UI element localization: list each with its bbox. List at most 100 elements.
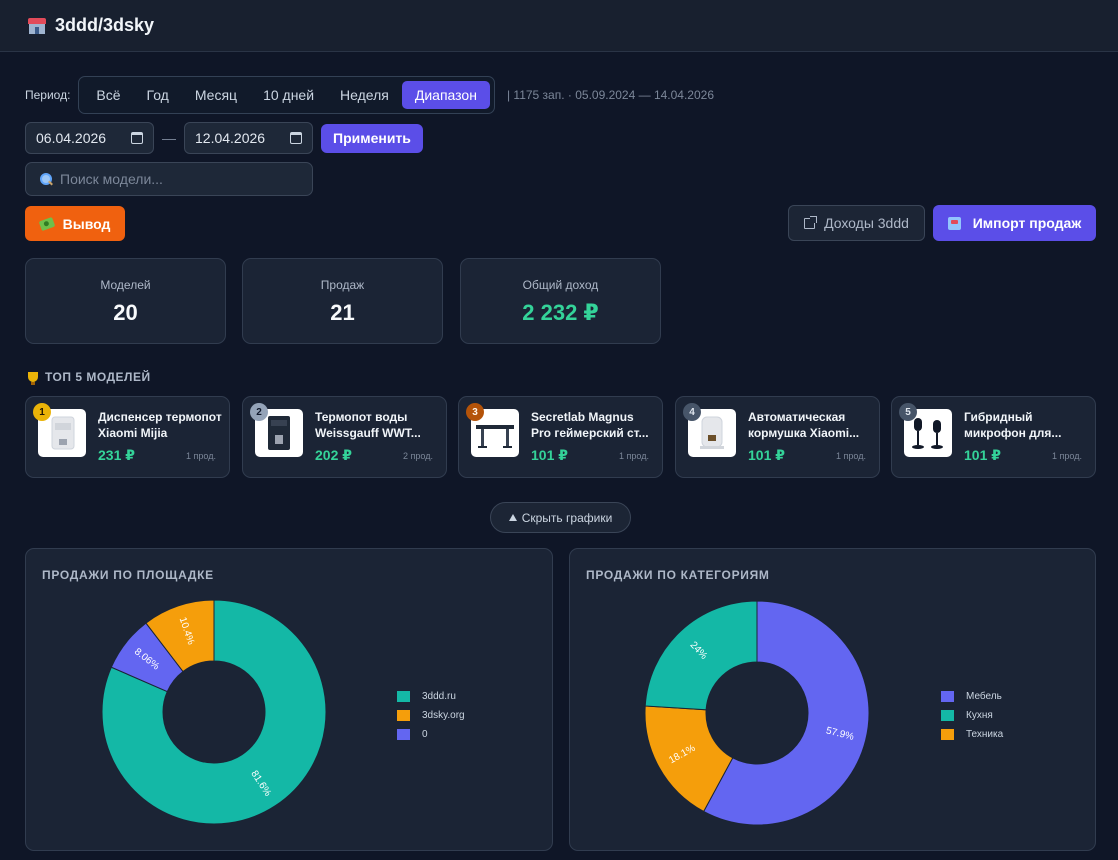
legend-item[interactable]: Техника [941,725,1003,744]
microphone-icon [912,418,943,449]
external-link-icon [804,215,818,229]
stat-card-models: Моделей 20 [25,258,226,344]
range-separator: — [162,130,176,146]
period-segmented-control: Всё Год Месяц 10 дней Неделя Диапазон [78,76,495,114]
period-option-year[interactable]: Год [146,87,169,103]
legend-label: 3ddd.ru [422,691,456,702]
triangle-up-icon [508,514,517,521]
period-option-range[interactable]: Диапазон [401,81,490,109]
legend-label: Мебель [966,691,1002,702]
stat-value: 21 [330,300,355,325]
search-input[interactable] [60,171,300,187]
model-name: Гибридный микрофон для... [964,410,1062,440]
legend-item[interactable]: Мебель [941,687,1003,706]
stat-card-total-income: Общий доход 2 232 ₽ [460,258,661,344]
chart-legend: 3ddd.ru 3dsky.org 0 [397,687,465,744]
water-boiler-icon [268,416,290,450]
top-model-card[interactable]: 3 Secretlab Magnus Pro геймерский ст... … [458,396,663,478]
rank-badge: 2 [250,403,268,421]
dispenser-icon [51,416,75,450]
money-icon [38,216,55,231]
stat-label: Продаж [320,278,365,292]
store-icon [28,17,46,34]
stat-label: Моделей [100,278,151,292]
date-from-value: 06.04.2026 [36,130,107,146]
model-price: 202 ₽ [315,447,352,463]
chart-card-platform: ПРОДАЖИ ПО ПЛОЩАДКЕ 81.6% 8.06% 10.4% 3ddd… [25,548,553,851]
model-search[interactable] [25,162,313,196]
legend-item[interactable]: Кухня [941,706,1003,725]
period-option-10days[interactable]: 10 дней [263,87,315,103]
date-range: 06.04.2026 — 12.04.2026 Применить [25,122,423,154]
model-sales-count: 1 прод. [186,451,216,461]
top-model-card[interactable]: 2 Термопот воды Weissgauff WWT... 202 ₽ … [242,396,447,478]
model-sales-count: 1 прод. [836,451,866,461]
legend-item[interactable]: 3dsky.org [397,706,465,725]
model-price: 231 ₽ [98,447,135,463]
model-thumbnail [38,409,86,457]
chart-card-category: ПРОДАЖИ ПО КАТЕГОРИЯМ 57.9% 18.1% 24% Мебе… [569,548,1096,851]
legend-swatch [941,691,954,702]
chart-title: ПРОДАЖИ ПО ПЛОЩАДКЕ [42,568,214,582]
search-icon [40,173,52,185]
pie-slice-Техника[interactable] [644,705,734,813]
model-name: Secretlab Magnus Pro геймерский ст... [531,410,649,440]
rank-badge: 4 [683,403,701,421]
date-to-value: 12.04.2026 [195,130,266,146]
legend-item[interactable]: 3ddd.ru [397,687,465,706]
pet-feeder-icon [700,416,724,449]
top-model-card[interactable]: 4 Автоматическая кормушка Xiaomi... 101 … [675,396,880,478]
withdraw-button[interactable]: Вывод [25,206,125,241]
model-name: Диспенсер термопот Xiaomi Mijia [98,410,222,440]
model-sales-count: 1 прод. [1052,451,1082,461]
apply-button[interactable]: Применить [321,123,423,153]
hide-charts-label: Скрыть графики [521,510,613,525]
stat-value: 2 232 ₽ [522,300,599,325]
import-label: Импорт продаж [972,215,1082,231]
stat-card-sales: Продаж 21 [242,258,443,344]
legend-swatch [941,729,954,740]
stat-label: Общий доход [522,278,599,292]
model-price: 101 ₽ [964,447,1001,463]
pie-slice-3ddd.ru[interactable] [101,599,327,825]
model-name: Автоматическая кормушка Xiaomi... [748,410,860,440]
chart-title: ПРОДАЖИ ПО КАТЕГОРИЯМ [586,568,770,582]
date-from-input[interactable]: 06.04.2026 [25,122,154,154]
legend-label: Кухня [966,710,993,721]
calendar-icon[interactable] [131,132,143,144]
pie-slice-Кухня[interactable] [644,600,758,711]
top-models-heading: ТОП 5 МОДЕЛЕЙ [28,370,151,385]
legend-swatch [397,691,410,702]
rank-badge: 5 [899,403,917,421]
top-model-card[interactable]: 5 Гибридный микрофон для... 101 ₽ 1 прод… [891,396,1096,478]
donut-chart-category: 57.9%18.1%24% [644,600,870,826]
legend-item[interactable]: 0 [397,725,465,744]
import-sales-button[interactable]: Импорт продаж [933,205,1096,241]
inbox-icon [947,216,961,230]
withdraw-label: Вывод [62,215,111,232]
donut-chart-platform: 81.6%8.06%10.4% [101,599,327,825]
stat-value: 20 [113,300,138,325]
top-models-title: ТОП 5 МОДЕЛЕЙ [45,370,151,384]
date-to-input[interactable]: 12.04.2026 [184,122,313,154]
pie-slice-Мебель[interactable] [702,600,870,826]
hide-charts-button[interactable]: Скрыть графики [490,502,631,533]
app-title: 3ddd/3dsky [55,15,155,35]
legend-label: 3dsky.org [422,710,465,721]
records-info: | 1175 зап. · 05.09.2024 — 14.04.2026 [506,88,714,102]
pie-slice-3dsky.org[interactable] [145,599,215,673]
model-sales-count: 2 прод. [403,451,433,461]
period-option-month[interactable]: Месяц [194,87,238,103]
desk-icon [476,425,514,448]
period-option-week[interactable]: Неделя [340,87,389,103]
period-option-all[interactable]: Всё [96,87,121,103]
legend-swatch [941,710,954,721]
top-model-card[interactable]: 1 Диспенсер термопот Xiaomi Mijia 231 ₽ … [25,396,230,478]
chart-legend: Мебель Кухня Техника [941,687,1003,744]
app-header: 3ddd/3dsky [0,0,1118,52]
model-name: Термопот воды Weissgauff WWT... [315,410,421,440]
calendar-icon[interactable] [290,132,302,144]
model-price: 101 ₽ [748,447,785,463]
rank-badge: 3 [466,403,484,421]
income-3ddd-button[interactable]: Доходы 3ddd [788,205,925,241]
